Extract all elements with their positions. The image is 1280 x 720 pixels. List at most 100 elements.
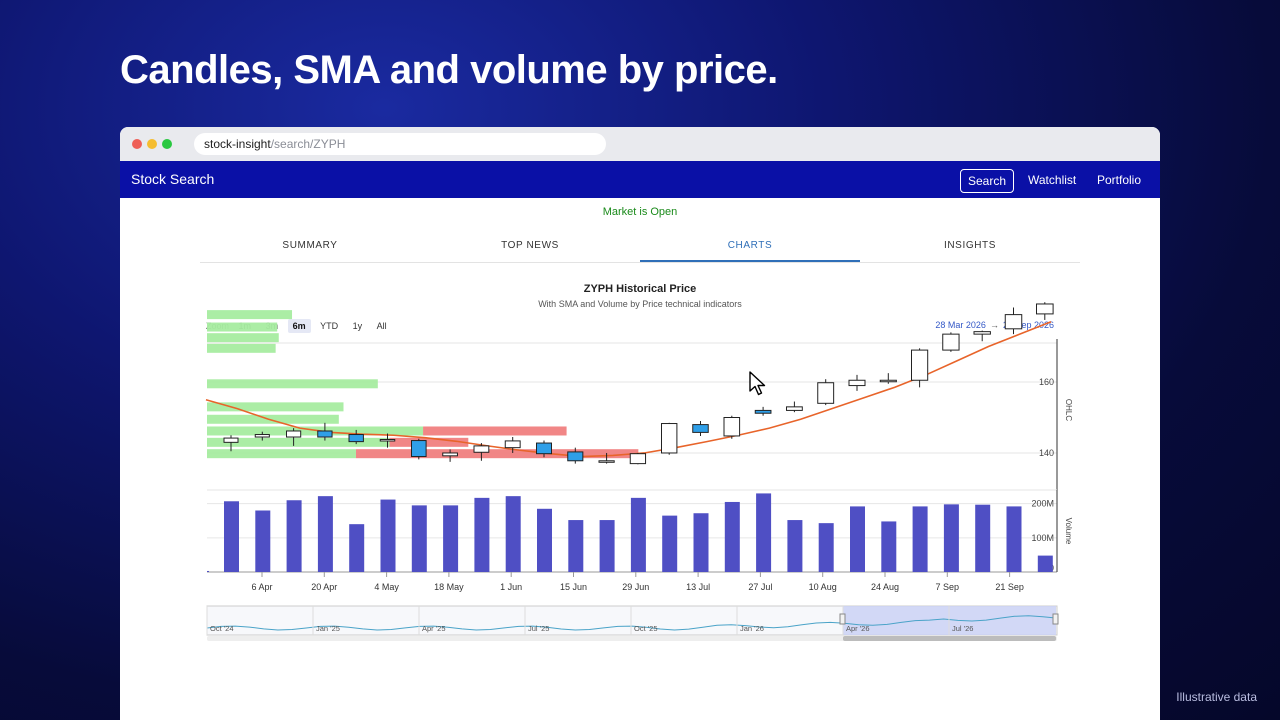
scrollbar-thumb [843,636,1056,641]
x-tick-label: 27 Jul [748,582,772,592]
candle-down [754,409,772,414]
candle-up [848,379,866,387]
price-axis-title: OHLC [1064,399,1073,421]
candle-up [442,452,458,457]
vbp-up-bar [207,333,279,343]
vbp-down-bar [355,449,639,459]
candle-down [348,434,364,443]
volume-bar [881,521,897,572]
chart-title: ZYPH Historical Price [583,283,697,295]
volume-bar [505,496,521,572]
zoom-ytd-button[interactable]: YTD [320,321,339,331]
candle-up [629,453,647,465]
x-tick-label: 18 May [434,582,464,592]
candle-up [817,382,835,404]
minimize-window-button[interactable] [147,139,157,149]
tab-bar: SUMMARY TOP NEWS CHARTS INSIGHTS [200,233,1080,263]
tab-insights[interactable]: INSIGHTS [943,240,997,251]
vbp-up-bar [207,379,378,389]
vbp-down-bar [389,437,469,447]
browser-chrome: stock-insight/search/ZYPH [120,127,1160,161]
volume-tick-label: 100M [1031,533,1054,543]
navigator-label: Jul '26 [952,624,973,633]
x-tick-label: 10 Aug [809,582,837,592]
maximize-window-button[interactable] [162,139,172,149]
range-to-input[interactable]: 28 Sep 2026 [1002,320,1054,330]
volume-bar [912,506,928,572]
candle-up [911,349,929,381]
volume-bar [255,510,271,572]
vbp-up-bar [207,322,278,332]
candle-up [598,460,615,463]
zoom-1y-button[interactable]: 1y [352,321,363,331]
nav-portfolio[interactable]: Portfolio [1097,173,1142,187]
volume-bar [317,496,333,572]
headline: Candles, SMA and volume by price. [120,48,778,92]
url-host: stock-insight [204,137,271,151]
x-tick-label: 7 Sep [936,582,960,592]
range-arrow-icon: → [989,320,999,330]
candle-up [879,379,897,383]
candle-down [411,440,427,458]
navigator-line [206,615,1058,631]
range-from-input[interactable]: 28 Mar 2026 [935,320,986,330]
volume-bar [474,497,490,572]
volume-bar [630,497,646,572]
navigator-label: Jan '25 [316,624,340,633]
volume-bar [818,523,834,572]
tab-top-news[interactable]: TOP NEWS [501,240,559,251]
nav-watchlist[interactable]: Watchlist [1028,173,1077,187]
footnote: Illustrative data [1176,690,1257,704]
zoom-6m-button[interactable]: 6m [287,319,311,333]
candle-up [973,331,991,335]
volume-bar [943,504,959,572]
x-tick-label: 20 Apr [311,582,337,592]
vbp-up-bar [207,437,390,447]
zoom-all-button[interactable]: All [376,321,387,331]
navigator-label: Apr '26 [846,624,870,633]
x-tick-label: 24 Aug [871,582,899,592]
close-window-button[interactable] [132,139,142,149]
volume-bar [724,501,740,572]
x-tick-label: 29 Jun [622,582,649,592]
candle-down [317,430,333,438]
candle-up [379,438,396,442]
sma-line [205,320,1052,458]
vbp-up-bar [207,402,344,412]
volume-bar [207,570,209,572]
date-range: 28 Mar 2026 → 28 Sep 2026 [935,320,1054,330]
volume-bar [975,504,991,572]
price-tick-label: 160 [1039,377,1054,387]
candle-up [1004,314,1023,330]
nav-search[interactable]: Search [960,169,1014,193]
volume-bar [443,505,459,572]
candle-up [223,437,239,443]
tab-charts[interactable]: CHARTS [640,233,860,262]
chart-subtitle: With SMA and Volume by Price technical i… [538,299,742,309]
tab-summary[interactable]: SUMMARY [282,240,338,251]
navbar: Stock Search Search Watchlist Portfolio [120,161,1160,198]
candle-up [504,440,521,449]
volume-bar [411,505,427,572]
volume-bar [537,508,552,572]
volume-bar [568,520,584,572]
brand-link[interactable]: Stock Search [131,171,215,187]
volume-bar [349,524,365,572]
x-tick-label: 13 Jul [686,582,710,592]
x-tick-label: 1 Jun [500,582,522,592]
address-bar[interactable]: stock-insight/search/ZYPH [194,133,606,155]
volume-axis-title: Volume [1064,518,1073,545]
volume-bar [756,493,772,572]
volume-bar [662,515,678,572]
vbp-up-bar [207,449,356,459]
price-tick-label: 140 [1039,448,1054,458]
candle-up [661,423,678,454]
navigator-label: Jul '25 [528,624,549,633]
market-status: Market is Open [602,206,678,218]
candle-up [723,417,741,437]
navigator-label: Apr '25 [422,624,446,633]
volume-bar [224,501,239,572]
candle-up [473,445,490,453]
candle-down [692,424,709,433]
